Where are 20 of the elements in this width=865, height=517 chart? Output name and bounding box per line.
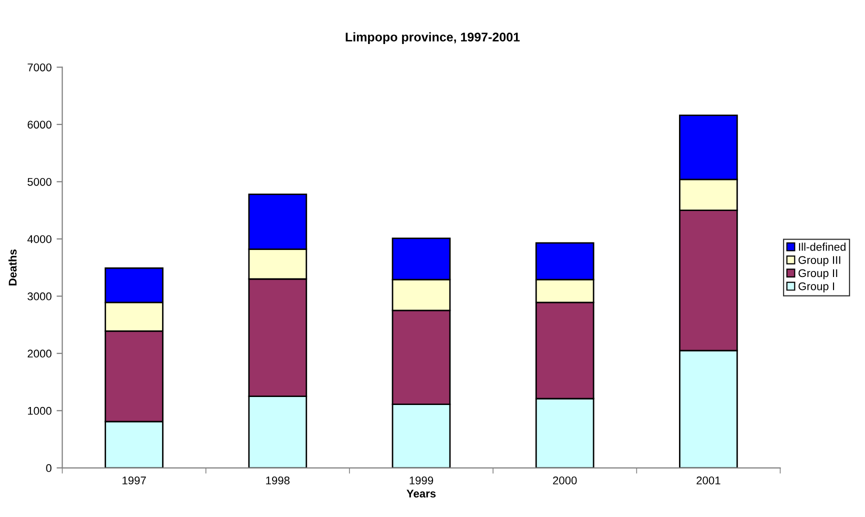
x-axis-title: Years [406, 490, 436, 498]
x-tick-label: 1999 [410, 476, 434, 484]
chart-title: Limpopo province, 1997-2001 [346, 32, 520, 44]
y-tick-label: 3000 [28, 292, 52, 300]
y-tick-label: 5000 [28, 178, 52, 186]
legend-label: Group I [798, 282, 834, 292]
y-axis-title: Deaths [8, 249, 17, 286]
y-tick-label: 1000 [28, 406, 52, 415]
legend-label: Group III [798, 256, 840, 266]
x-tick-label: 1998 [266, 476, 290, 484]
x-tick-label: 2000 [553, 476, 577, 484]
x-tick-label: 2001 [696, 476, 720, 484]
x-tick-label: 1997 [122, 476, 146, 484]
y-tick-label: 6000 [28, 120, 52, 129]
y-tick-label: 4000 [27, 235, 52, 244]
y-tick-label: 0 [46, 464, 52, 472]
legend-label: Ill-defined [799, 242, 846, 251]
y-tick-label: 7000 [28, 63, 52, 72]
y-tick-label: 2000 [28, 350, 52, 358]
legend-label: Group II [798, 269, 838, 280]
